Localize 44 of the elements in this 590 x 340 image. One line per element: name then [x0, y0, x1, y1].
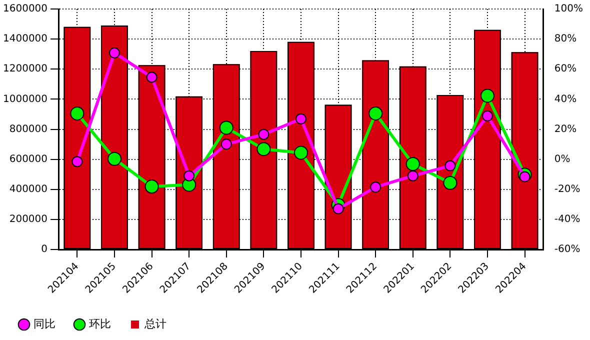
y-tick-label: 0	[41, 244, 48, 256]
y2-tick-label: 100%	[554, 4, 584, 15]
y-tick-label: 600000	[9, 154, 48, 165]
y-tick-label: 400000	[9, 184, 48, 195]
y2-tick-label: 80%	[554, 34, 577, 45]
point	[146, 72, 158, 83]
point	[443, 176, 458, 190]
point	[480, 88, 494, 103]
point	[406, 156, 420, 171]
point	[72, 156, 83, 168]
y2-tick-label: 40%	[554, 94, 577, 105]
point	[482, 110, 493, 122]
y2-tick-label: 60%	[554, 64, 577, 75]
point	[407, 170, 418, 182]
point	[219, 120, 234, 135]
y2-tick-label: -60%	[554, 244, 580, 256]
y2-tick-label: 20%	[554, 124, 577, 135]
y2-tick-label: 0%	[554, 154, 570, 165]
point	[258, 128, 270, 140]
y-tick-label: 1400000	[2, 34, 48, 45]
legend-label: 总计	[144, 317, 166, 330]
y2-tick-label: -20%	[554, 184, 580, 195]
y-tick-label: 1600000	[2, 4, 48, 15]
point	[107, 152, 122, 166]
point	[295, 113, 306, 124]
point	[370, 182, 382, 193]
point	[444, 160, 456, 172]
point	[519, 171, 530, 182]
point	[294, 146, 308, 160]
y-tick-label: 1000000	[2, 94, 48, 105]
point	[108, 47, 120, 58]
legend-label: 环比	[89, 317, 111, 330]
point	[256, 142, 271, 156]
y-tick-label: 800000	[9, 124, 48, 135]
y-tick-label: 1200000	[2, 64, 48, 75]
y2-tick-label: -40%	[554, 214, 580, 226]
y-tick-label: 200000	[9, 214, 48, 226]
legend-label: 同比	[34, 317, 56, 330]
point	[70, 106, 84, 120]
point	[368, 106, 383, 120]
point	[220, 138, 232, 150]
point	[184, 170, 195, 182]
point	[144, 180, 159, 194]
point	[332, 203, 344, 214]
